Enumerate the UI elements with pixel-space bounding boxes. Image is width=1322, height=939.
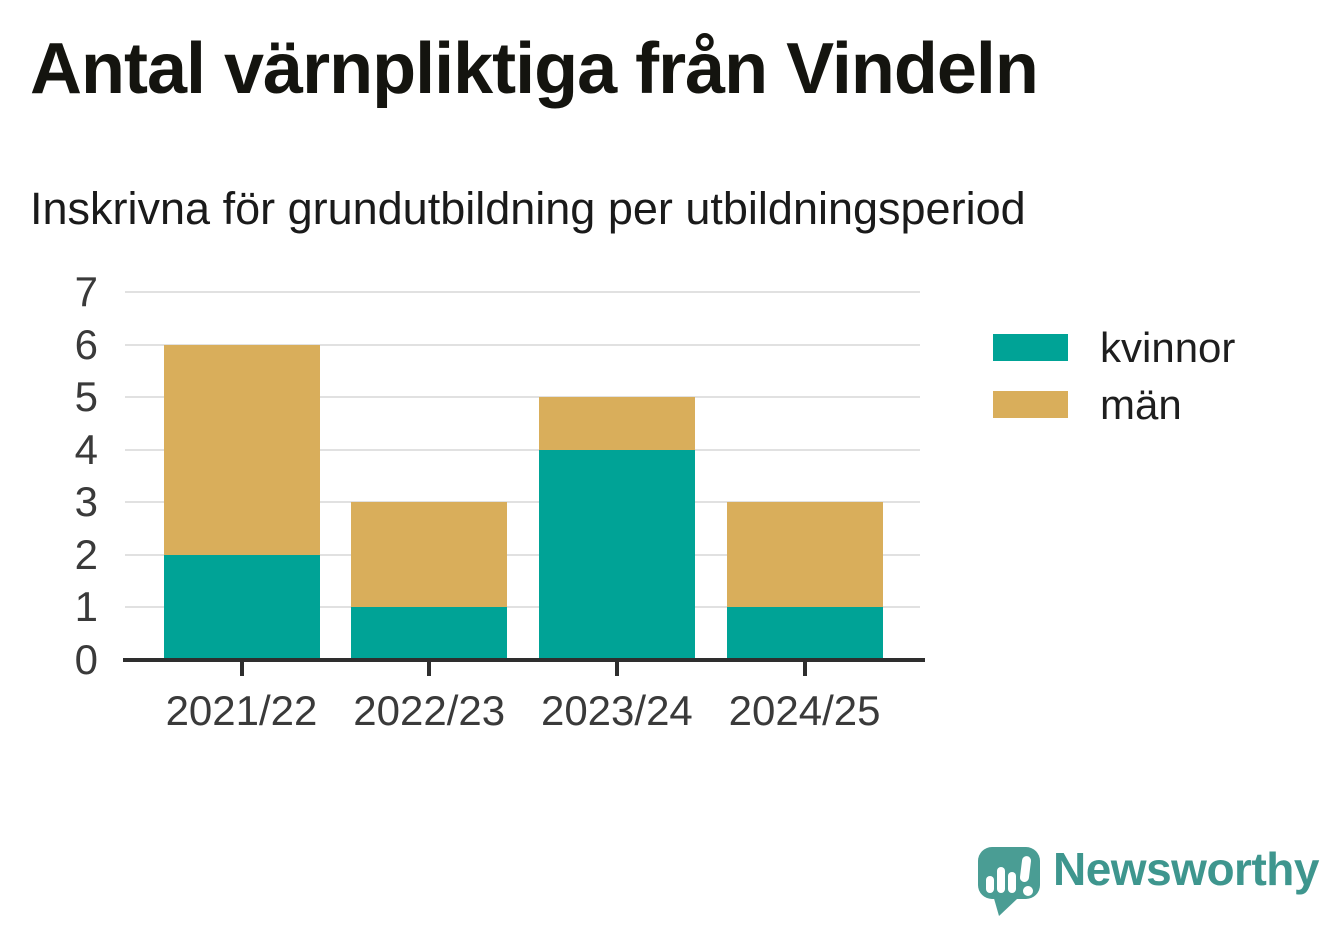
chart-subtitle: Inskrivna för grundutbildning per utbild…	[30, 183, 1026, 234]
x-axis-label-2023/24: 2023/24	[540, 687, 693, 734]
legend-swatch-kvinnor	[993, 334, 1068, 361]
bar-segment-män-2021/22	[163, 344, 320, 555]
bar-segment-män-2024/25	[726, 502, 883, 608]
y-axis-label-0: 0	[74, 636, 98, 683]
x-axis-label-2024/25: 2024/25	[728, 687, 881, 734]
legend-label-män: män	[1100, 380, 1182, 428]
newsworthy-logo-icon	[978, 847, 1040, 916]
y-axis-label-6: 6	[74, 320, 98, 368]
chart-title: Antal värnpliktiga från Vindeln	[30, 29, 1039, 109]
x-axis-tick-2022/23	[427, 662, 432, 676]
gridline-5	[125, 396, 920, 399]
gridline-1	[125, 606, 920, 609]
gridline-4	[125, 448, 920, 451]
y-axis-label-3: 3	[74, 478, 98, 526]
legend-item-kvinnor: kvinnor	[993, 324, 1235, 371]
newsworthy-logo: Newsworthy	[977, 843, 1319, 917]
gridline-3	[125, 501, 920, 504]
y-axis-label-7: 7	[74, 268, 98, 315]
newsworthy-logo-text: Newsworthy	[1053, 843, 1319, 895]
bar-segment-kvinnor-2024/25	[726, 607, 883, 660]
bar-segment-män-2023/24	[538, 397, 695, 450]
y-axis-label-5: 5	[74, 373, 98, 421]
legend-item-män: män	[993, 381, 1182, 428]
y-axis-label-4: 4	[74, 425, 98, 473]
plot-area	[123, 291, 925, 662]
gridline-2	[125, 553, 920, 556]
legend-swatch-män	[993, 391, 1068, 418]
x-axis-tick-2024/25	[802, 662, 807, 676]
gridline-7	[125, 291, 920, 293]
y-axis-label-2: 2	[74, 530, 98, 578]
bar-segment-kvinnor-2023/24	[538, 449, 695, 660]
x-axis-tick-2023/24	[614, 662, 619, 676]
bar-segment-män-2022/23	[351, 502, 508, 608]
legend-label-kvinnor: kvinnor	[1100, 323, 1236, 371]
bar-segment-kvinnor-2021/22	[163, 554, 320, 660]
x-axis-label-2021/22: 2021/22	[165, 687, 318, 734]
bar-segment-kvinnor-2022/23	[351, 607, 508, 660]
gridline-6	[125, 343, 920, 346]
x-axis-tick-2021/22	[239, 662, 244, 676]
x-axis-line	[123, 658, 925, 662]
y-axis-label-1: 1	[74, 583, 98, 631]
x-axis-label-2022/23: 2022/23	[353, 687, 506, 734]
